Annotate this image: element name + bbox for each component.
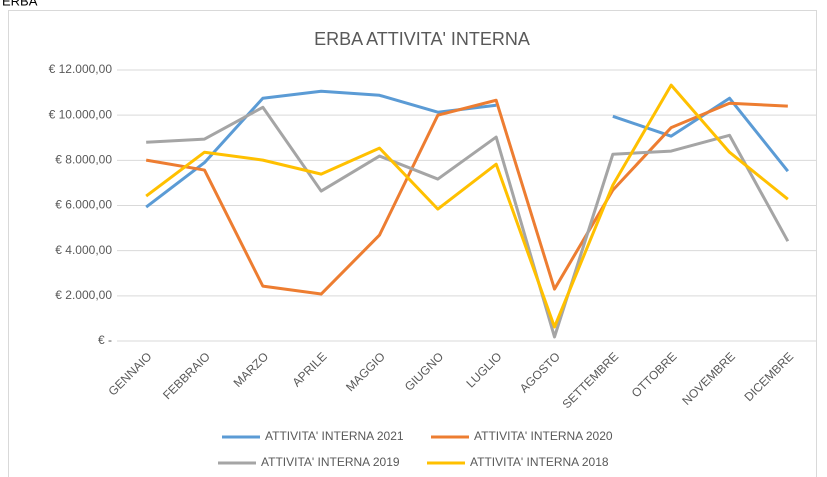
x-tick-label: NOVEMBRE [679, 349, 737, 407]
chart-title: ERBA ATTIVITA' INTERNA [314, 29, 530, 49]
x-tick-label: FEBBRAIO [160, 349, 213, 402]
x-tick-label: DICEMBRE [742, 349, 797, 404]
legend-label: ATTIVITA' INTERNA 2019 [261, 455, 400, 469]
y-tick-label: € - [98, 333, 112, 347]
legend-label: ATTIVITA' INTERNA 2021 [265, 429, 404, 443]
y-tick-label: € 10.000,00 [49, 107, 113, 121]
line-series [146, 105, 790, 339]
x-tick-label: AGOSTO [517, 349, 563, 395]
line-series [145, 83, 789, 329]
x-tick-label: MAGGIO [343, 349, 388, 394]
y-tick-label: € 8.000,00 [55, 153, 112, 167]
legend-label: ATTIVITA' INTERNA 2020 [474, 429, 613, 443]
x-tick-label: LUGLIO [464, 349, 505, 390]
legend-label: ATTIVITA' INTERNA 2018 [470, 455, 609, 469]
chart-frame [8, 10, 817, 477]
line-series [145, 98, 788, 296]
x-tick-label: GIUGNO [402, 349, 446, 393]
y-tick-label: € 2.000,00 [55, 288, 112, 302]
x-tick-label: APRILE [289, 349, 329, 389]
y-tick-label: € 6.000,00 [55, 198, 112, 212]
header-text: ERBA [2, 0, 38, 8]
y-tick-label: € 4.000,00 [55, 243, 112, 257]
x-tick-label: MARZO [231, 349, 272, 390]
x-tick-label: OTTOBRE [629, 349, 680, 400]
y-tick-label: € 12.000,00 [49, 62, 113, 76]
x-tick-label: SETTEMBRE [559, 349, 621, 411]
x-tick-label: GENNAIO [105, 349, 154, 398]
